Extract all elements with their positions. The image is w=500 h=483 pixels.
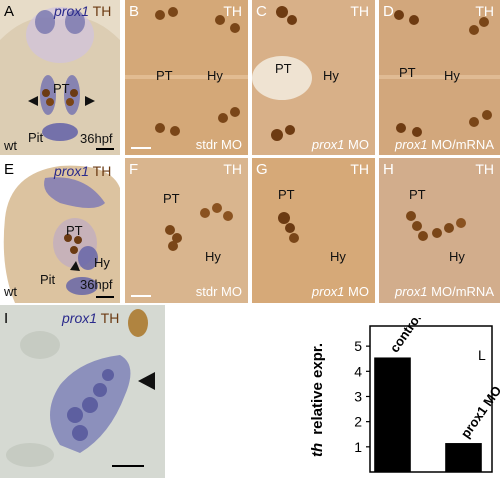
- panel-e-pit-label: Pit: [40, 272, 56, 287]
- panel-f-scalebar: [131, 295, 151, 297]
- panel-a: A prox1 TH PT Pit wt 36hpf: [0, 0, 120, 155]
- y-tick-label: 5: [354, 338, 362, 354]
- panel-c-pt-label: PT: [275, 61, 292, 76]
- y-ticks: 1 2 3 4 5: [354, 338, 370, 455]
- panel-c-letter: C: [256, 3, 267, 20]
- panel-a-stage-label: 36hpf: [80, 131, 113, 146]
- panel-a-pt-label: PT: [53, 81, 70, 96]
- panel-f-pt-label: PT: [163, 191, 180, 206]
- panel-i-letter: I: [4, 310, 9, 327]
- panel-d-image: [379, 0, 500, 155]
- panel-c-image: [252, 0, 375, 155]
- y-tick-label: 2: [354, 414, 362, 430]
- panel-b-image: [125, 0, 248, 155]
- panel-g-marker: TH: [350, 161, 369, 177]
- panel-f-letter: F: [129, 161, 139, 178]
- panel-d-pt-label: PT: [399, 65, 416, 80]
- chart-axes: [369, 325, 493, 473]
- panel-i-scalebar: [112, 465, 144, 467]
- panel-h-marker: TH: [475, 161, 494, 177]
- panel-f-image: [125, 158, 248, 303]
- panel-a-gene-label: prox1 TH: [54, 3, 112, 19]
- panel-i-gene-label: prox1 TH: [62, 310, 120, 326]
- panel-d: D TH PT Hy prox1 MO/mRNA: [379, 0, 500, 155]
- panel-g-condition: prox1 MO: [311, 284, 369, 299]
- panel-e-letter: E: [4, 161, 15, 178]
- bar-label-prox1-mo: prox1 MO: [458, 383, 500, 441]
- bars: [374, 357, 482, 472]
- panel-d-condition: prox1 MO/mRNA: [395, 137, 494, 152]
- bar-control: [374, 357, 411, 472]
- panel-h: H TH PT Hy prox1 MO/mRNA: [379, 158, 500, 303]
- panel-a-letter: A: [4, 3, 15, 20]
- panel-d-marker: TH: [475, 3, 494, 19]
- panel-a-pit-label: Pit: [28, 130, 44, 145]
- y-axis-label-rest: relative expr.: [309, 343, 326, 435]
- panel-d-letter: D: [383, 3, 394, 20]
- panel-h-letter: H: [383, 161, 394, 178]
- y-tick-label: 3: [354, 388, 362, 404]
- panel-b-scalebar: [131, 147, 151, 149]
- y-tick-label: 4: [354, 363, 362, 379]
- panel-a-scalebar: [96, 148, 114, 150]
- panel-i-image: [0, 305, 165, 478]
- panel-b-letter: B: [129, 3, 140, 20]
- panel-f-marker: TH: [223, 161, 242, 177]
- y-tick-label: 1: [354, 439, 362, 455]
- panel-e-pt-label: PT: [66, 223, 83, 238]
- panel-e-wt-label: wt: [4, 284, 17, 299]
- y-axis-label: th relative expr.: [309, 343, 326, 457]
- panel-e-stage-label: 36hpf: [80, 277, 113, 292]
- panel-b: B TH PT Hy stdr MO: [125, 0, 248, 155]
- panel-g-pt-label: PT: [278, 187, 295, 202]
- panel-h-condition: prox1 MO/mRNA: [395, 284, 494, 299]
- panel-g: G TH PT Hy prox1 MO: [252, 158, 375, 303]
- bar-prox1-mo: [445, 443, 482, 472]
- panel-g-hy-label: Hy: [330, 249, 346, 264]
- panel-g-letter: G: [256, 161, 268, 178]
- panel-f-condition: stdr MO: [195, 284, 242, 299]
- panel-e-gene-label: prox1 TH: [54, 163, 112, 179]
- panel-h-image: [379, 158, 500, 303]
- panel-i: I prox1 TH: [0, 305, 165, 478]
- svg-text:th relative expr.: th relative expr.: [309, 343, 326, 457]
- y-axis-label-italic: th: [309, 443, 326, 457]
- panel-c-condition: prox1 MO: [311, 137, 369, 152]
- panel-c-marker: TH: [350, 3, 369, 19]
- panel-g-image: [252, 158, 375, 303]
- panel-e: E prox1 TH PT Hy Pit wt 36hpf: [0, 158, 120, 303]
- panel-e-image: [0, 158, 120, 303]
- panel-e-scalebar: [96, 296, 114, 298]
- panel-e-hy-label: Hy: [94, 255, 110, 270]
- panel-f: F TH PT Hy stdr MO: [125, 158, 248, 303]
- panel-b-pt-label: PT: [156, 68, 173, 83]
- panel-f-hy-label: Hy: [205, 249, 221, 264]
- chart-frame: [369, 325, 493, 473]
- panel-b-hy-label: Hy: [207, 68, 223, 83]
- panel-b-marker: TH: [223, 3, 242, 19]
- panel-a-image: [0, 0, 120, 155]
- panel-d-hy-label: Hy: [444, 68, 460, 83]
- panel-h-pt-label: PT: [409, 187, 426, 202]
- panel-c: C TH PT Hy prox1 MO: [252, 0, 375, 155]
- bar-label-control: control: [387, 318, 425, 355]
- panel-b-condition: stdr MO: [195, 137, 242, 152]
- panel-l-letter: L: [478, 347, 486, 363]
- panel-a-wt-label: wt: [4, 138, 17, 153]
- panel-c-hy-label: Hy: [323, 68, 339, 83]
- panel-h-hy-label: Hy: [449, 249, 465, 264]
